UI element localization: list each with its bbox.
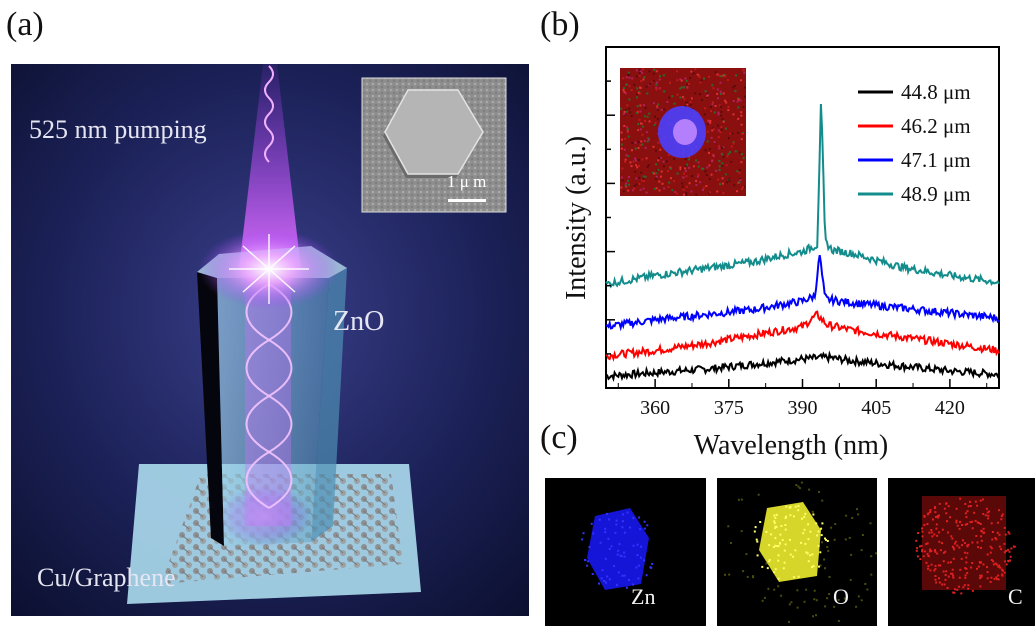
series-line-0: [605, 350, 1000, 383]
map-o: O: [717, 478, 877, 626]
o-region: [759, 502, 821, 582]
crystal-front-face: [217, 278, 329, 546]
map-label-zn: Zn: [631, 584, 656, 609]
series-line-1: [605, 310, 1000, 362]
sem-scale-bar: [448, 199, 486, 202]
spectrum-inset-map: [620, 68, 746, 196]
x-tick-label-2: 390: [788, 397, 818, 419]
panel-label-b: (b): [540, 6, 580, 43]
inset-map-noise: [620, 68, 746, 196]
map-c: C: [888, 478, 1035, 626]
crystal-dark-face: [197, 272, 224, 546]
map-label-c: C: [1008, 584, 1023, 609]
x-tick-label-0: 360: [640, 397, 670, 419]
pump-label: 525 nm pumping: [29, 115, 207, 144]
x-axis-label: Wavelength (nm): [694, 430, 888, 461]
map-label-o: O: [833, 584, 849, 609]
legend-label-2: 47.1 μm: [901, 148, 971, 172]
panel-a-schematic: 525 nm pumping ZnO Cu/Graphene 1 μ m: [11, 64, 529, 616]
x-tick-label-1: 375: [714, 397, 744, 419]
inset-map-spot-core: [673, 119, 697, 145]
series-line-2: [605, 255, 1000, 332]
legend: 44.8 μm 46.2 μm 47.1 μm 48.9 μm: [858, 80, 971, 206]
crystal-label: ZnO: [333, 306, 384, 337]
pump-beam: [239, 64, 301, 269]
y-axis-label: Intensity (a.u.): [561, 136, 592, 300]
map-zn: Zn: [545, 478, 706, 626]
standing-wave-2: [245, 283, 293, 509]
panel-label-c: (c): [540, 419, 578, 456]
flare-rays: [229, 234, 309, 304]
sem-hexagon: [384, 89, 484, 175]
sem-inset: [361, 77, 507, 213]
panel-label-a: (a): [6, 6, 44, 43]
substrate-label: Cu/Graphene: [37, 563, 176, 592]
axis-ticks: 360 375 390 405 420: [606, 80, 988, 419]
legend-label-0: 44.8 μm: [901, 80, 971, 104]
crystal-side-face: [311, 268, 347, 542]
series-lines: [605, 103, 1000, 383]
x-tick-label-3: 405: [861, 397, 891, 419]
panel-b-chart: 360 375 390 405 420 44.8 μm 46.2 μm 47.1 μm 48.…: [561, 46, 1000, 461]
pump-wave-icon: [264, 65, 274, 163]
legend-label-3: 48.9 μm: [901, 182, 971, 206]
x-tick-label-4: 420: [935, 397, 965, 419]
inner-glow: [245, 276, 291, 526]
zn-region: [587, 508, 649, 590]
legend-label-1: 46.2 μm: [901, 114, 971, 138]
sem-scale-label: 1 μ m: [447, 172, 486, 191]
series-line-3: [605, 103, 1000, 289]
